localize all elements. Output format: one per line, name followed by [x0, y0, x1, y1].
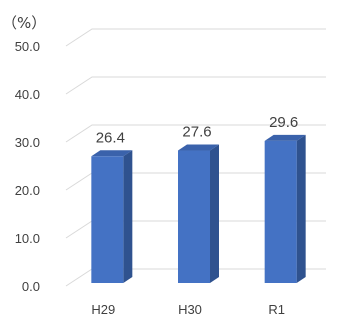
bar	[178, 144, 219, 283]
bar	[91, 150, 133, 283]
bar	[264, 134, 306, 283]
x-category-label: H29	[91, 302, 115, 317]
bar-side	[296, 134, 306, 283]
bar-front	[91, 156, 124, 283]
bar-top	[91, 150, 133, 157]
bar-top	[178, 144, 219, 151]
data-label: 29.6	[269, 114, 298, 131]
bar-front	[178, 150, 210, 283]
y-tick-label: 20.0	[15, 183, 40, 198]
bars	[91, 134, 306, 283]
y-axis-unit-label: （%）	[2, 14, 46, 32]
bar-side	[210, 144, 219, 283]
data-label: 26.4	[96, 129, 125, 146]
y-tick-label: 30.0	[15, 135, 40, 150]
gridline	[65, 76, 326, 95]
data-labels: 26.4 27.6 29.6	[96, 114, 299, 146]
gridline	[65, 124, 326, 143]
y-tick-label: 50.0	[15, 39, 40, 54]
y-tick-label: 40.0	[15, 87, 40, 102]
x-category-label: H30	[178, 302, 202, 317]
data-label: 27.6	[182, 124, 211, 141]
bar-top	[264, 134, 306, 141]
x-category-label: R1	[268, 302, 285, 317]
x-axis-categories: H29 H30 R1	[91, 302, 285, 317]
bar-front	[264, 140, 297, 283]
gridline	[65, 28, 326, 47]
y-tick-label: 0.0	[22, 279, 40, 294]
bar-side	[123, 150, 133, 283]
y-tick-label: 10.0	[15, 231, 40, 246]
y-axis-ticks: 0.0 10.0 20.0 30.0 40.0 50.0	[15, 39, 40, 294]
